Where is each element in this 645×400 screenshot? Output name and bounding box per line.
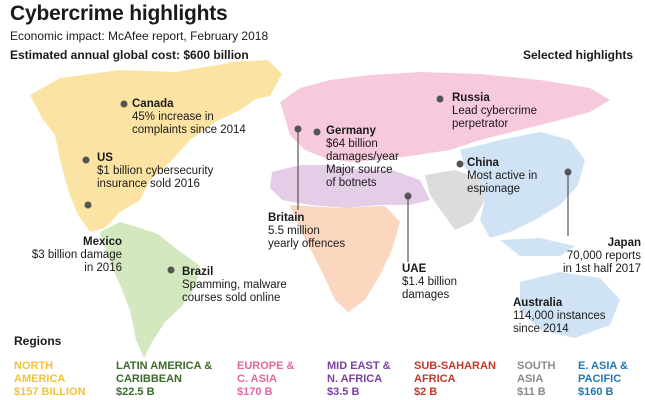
- canada-name: Canada: [132, 98, 174, 110]
- sub-saharan-africa-region: [290, 205, 400, 312]
- russia-annotation: Russia Lead cybercrime perpetrator: [452, 92, 537, 131]
- latin-america-region: [100, 222, 200, 358]
- region-name: E. ASIA & PACIFIC: [578, 360, 628, 385]
- japan-marker: [564, 168, 572, 176]
- australia-desc: 114,000 instances since 2014: [513, 310, 606, 335]
- brazil-desc: Spamming, malware courses sold online: [182, 279, 287, 304]
- greenland-shape: [228, 60, 282, 100]
- us-marker: [82, 156, 90, 164]
- china-desc: Most active in espionage: [467, 170, 538, 195]
- region-value: $22.5 B: [116, 386, 155, 398]
- map-title: Cybercrime highlights: [10, 2, 228, 25]
- regions-title: Regions: [14, 334, 62, 348]
- britain-marker: [294, 125, 302, 133]
- region-south-asia: SOUTH ASIA $11 B: [517, 360, 556, 399]
- map-subtitle: Economic impact: McAfee report, February…: [10, 29, 269, 43]
- germany-name: Germany: [326, 125, 376, 137]
- region-value: $170 B: [237, 386, 273, 398]
- mexico-name: Mexico: [83, 236, 122, 248]
- region-name: NORTH AMERICA: [14, 360, 66, 385]
- germany-desc: $64 billion damages/year Major source of…: [326, 138, 399, 189]
- australia-shape: [520, 272, 620, 338]
- region-name: SOUTH ASIA: [517, 360, 556, 385]
- us-name: US: [97, 152, 113, 164]
- china-name: China: [467, 157, 499, 169]
- region-mid-east-north-africa: MID EAST & N. AFRICA $3.5 B: [327, 360, 391, 399]
- china-annotation: China Most active in espionage: [467, 157, 537, 196]
- china-marker: [456, 160, 464, 168]
- region-value: $157 BILLION: [14, 386, 86, 398]
- russia-marker: [436, 95, 444, 103]
- region-value: $3.5 B: [327, 386, 360, 398]
- canada-marker: [120, 100, 128, 108]
- germany-marker: [313, 128, 321, 136]
- region-value: $160 B: [578, 386, 614, 398]
- region-east-asia-pacific: E. ASIA & PACIFIC $160 B: [578, 360, 628, 399]
- britain-desc: 5.5 million yearly offences: [268, 225, 346, 250]
- mexico-annotation: Mexico $3 billion damage in 2016: [22, 236, 122, 275]
- us-desc: $1 billion cybersecurity insurance sold …: [97, 165, 214, 190]
- japan-annotation: Japan 70,000 reports in 1st half 2017: [537, 237, 641, 276]
- region-name: MID EAST & N. AFRICA: [327, 360, 391, 385]
- australia-annotation: Australia 114,000 instances since 2014: [513, 297, 606, 336]
- region-value: $2 B: [414, 386, 438, 398]
- australia-name: Australia: [513, 297, 563, 309]
- selected-highlights-label: Selected highlights: [522, 48, 633, 62]
- uae-desc: $1.4 billion damages: [402, 276, 457, 301]
- canada-annotation: Canada 45% increase in complaints since …: [132, 98, 246, 137]
- europe-central-asia-region: [280, 72, 610, 162]
- south-asia-region: [425, 170, 485, 230]
- mexico-desc: $3 billion damage in 2016: [31, 249, 122, 274]
- region-name: EUROPE & C. ASIA: [237, 360, 295, 385]
- region-sub-saharan-africa: SUB-SAHARAN AFRICA $2 B: [414, 360, 496, 399]
- region-latin-america: LATIN AMERICA & CARIBBEAN $22.5 B: [116, 360, 212, 399]
- region-name: LATIN AMERICA & CARIBBEAN: [116, 360, 213, 385]
- region-name: SUB-SAHARAN AFRICA: [414, 360, 496, 385]
- canada-desc: 45% increase in complaints since 2014: [132, 111, 246, 136]
- mid-east-north-africa-region: [270, 165, 430, 208]
- uae-marker: [404, 192, 412, 200]
- russia-name: Russia: [452, 92, 490, 104]
- mexico-marker: [84, 201, 92, 209]
- japan-desc: 70,000 reports in 1st half 2017: [562, 250, 641, 275]
- uae-name: UAE: [402, 263, 427, 275]
- indonesia-shape: [500, 238, 575, 256]
- region-north-america: NORTH AMERICA $157 BILLION: [14, 360, 86, 399]
- uae-annotation: UAE $1.4 billion damages: [402, 263, 457, 302]
- us-annotation: US $1 billion cybersecurity insurance so…: [97, 152, 213, 191]
- britain-name: Britain: [268, 212, 305, 224]
- north-america-region: [30, 62, 275, 232]
- brazil-marker: [167, 266, 175, 274]
- britain-annotation: Britain 5.5 million yearly offences: [268, 212, 345, 251]
- global-cost-label: Estimated annual global cost: $600 billi…: [10, 48, 249, 62]
- japan-name: Japan: [607, 237, 641, 249]
- brazil-name: Brazil: [182, 266, 214, 278]
- germany-annotation: Germany $64 billion damages/year Major s…: [326, 125, 399, 190]
- region-europe-central-asia: EUROPE & C. ASIA $170 B: [237, 360, 294, 399]
- brazil-annotation: Brazil Spamming, malware courses sold on…: [182, 266, 287, 305]
- east-asia-pacific-region: [460, 132, 585, 238]
- region-value: $11 B: [517, 386, 546, 398]
- russia-desc: Lead cybercrime perpetrator: [452, 105, 538, 130]
